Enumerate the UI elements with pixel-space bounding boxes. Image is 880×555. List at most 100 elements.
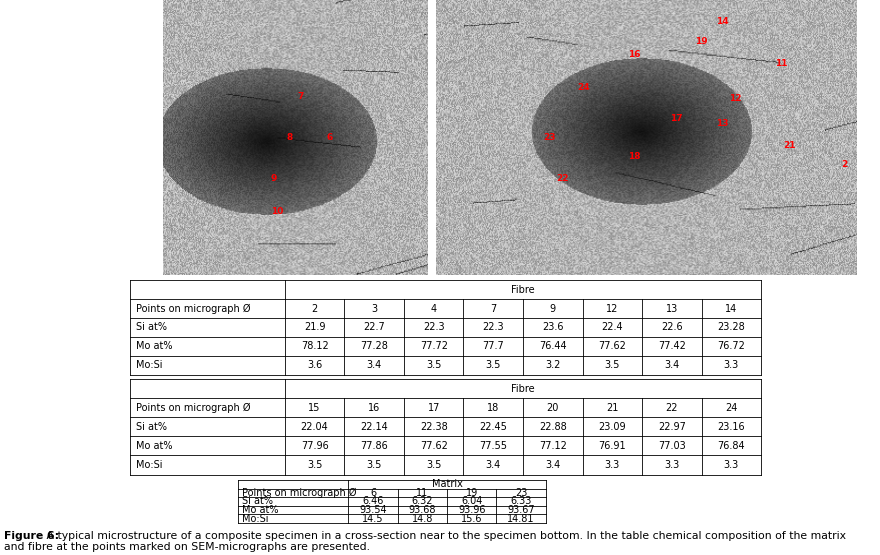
- Text: 24: 24: [577, 83, 590, 93]
- Text: 3.3: 3.3: [724, 360, 739, 370]
- Text: Points on micrograph Ø: Points on micrograph Ø: [136, 402, 251, 413]
- Text: 78.12: 78.12: [301, 341, 328, 351]
- Text: 6.32: 6.32: [412, 496, 433, 507]
- Text: 17: 17: [670, 114, 683, 123]
- Text: 22.7: 22.7: [363, 322, 385, 332]
- Text: 2: 2: [312, 304, 318, 314]
- Text: 6: 6: [370, 488, 376, 498]
- Text: 22.3: 22.3: [482, 322, 504, 332]
- Text: 4: 4: [430, 304, 436, 314]
- Text: Mo at%: Mo at%: [136, 341, 173, 351]
- Text: Points on micrograph Ø: Points on micrograph Ø: [242, 488, 356, 498]
- Text: 76.72: 76.72: [717, 341, 745, 351]
- Text: 7: 7: [490, 304, 496, 314]
- Text: 22.97: 22.97: [658, 422, 686, 432]
- Text: 3.3: 3.3: [605, 460, 620, 470]
- Text: 16: 16: [627, 51, 641, 59]
- Text: 23: 23: [515, 488, 527, 498]
- Text: 12: 12: [606, 304, 619, 314]
- Text: 23.28: 23.28: [717, 322, 745, 332]
- Text: 3.4: 3.4: [367, 360, 382, 370]
- Text: 11: 11: [775, 59, 788, 68]
- Text: 14: 14: [716, 17, 729, 27]
- Text: 23: 23: [544, 133, 556, 142]
- Text: Mo:Si: Mo:Si: [136, 460, 163, 470]
- Text: Mo:Si: Mo:Si: [136, 360, 163, 370]
- Text: 3.3: 3.3: [724, 460, 739, 470]
- Text: Matrix: Matrix: [431, 480, 463, 490]
- Text: 19: 19: [695, 37, 708, 46]
- Text: 8: 8: [287, 133, 293, 142]
- Text: 22: 22: [665, 403, 678, 413]
- Text: 22.3: 22.3: [423, 322, 444, 332]
- Text: 77.12: 77.12: [539, 441, 567, 451]
- Text: 9: 9: [271, 174, 277, 183]
- Text: 22.14: 22.14: [360, 422, 388, 432]
- Text: 14.8: 14.8: [412, 513, 433, 523]
- Text: 23.6: 23.6: [542, 322, 563, 332]
- Text: Points on micrograph Ø: Points on micrograph Ø: [136, 304, 251, 314]
- Text: 77.86: 77.86: [360, 441, 388, 451]
- Text: 77.55: 77.55: [480, 441, 507, 451]
- Text: 93.67: 93.67: [507, 505, 535, 515]
- Text: 2: 2: [841, 160, 847, 169]
- Text: 6.04: 6.04: [461, 496, 482, 507]
- Text: 77.28: 77.28: [360, 341, 388, 351]
- Text: 23.16: 23.16: [717, 422, 745, 432]
- Text: Si at%: Si at%: [136, 322, 167, 332]
- Text: 23.09: 23.09: [598, 422, 627, 432]
- Text: 3.4: 3.4: [546, 460, 561, 470]
- Text: 9: 9: [550, 304, 556, 314]
- Text: 6.46: 6.46: [363, 496, 384, 507]
- Text: 3: 3: [371, 304, 378, 314]
- Text: 24: 24: [725, 403, 737, 413]
- Text: 93.96: 93.96: [458, 505, 486, 515]
- Text: 3.4: 3.4: [664, 360, 679, 370]
- Text: 76.84: 76.84: [717, 441, 745, 451]
- Text: 3.5: 3.5: [605, 360, 620, 370]
- Text: 22.88: 22.88: [539, 422, 567, 432]
- Text: 22.6: 22.6: [661, 322, 683, 332]
- Text: 20: 20: [546, 403, 559, 413]
- Text: 3.5: 3.5: [426, 360, 442, 370]
- Text: 77.72: 77.72: [420, 341, 448, 351]
- Text: 3.5: 3.5: [366, 460, 382, 470]
- Text: 14.81: 14.81: [507, 513, 535, 523]
- Text: Mo at%: Mo at%: [136, 441, 173, 451]
- Text: 93.68: 93.68: [408, 505, 436, 515]
- Text: 19: 19: [466, 488, 478, 498]
- Text: 77.7: 77.7: [482, 341, 504, 351]
- Text: 12: 12: [729, 94, 741, 103]
- Text: 22.4: 22.4: [602, 322, 623, 332]
- Text: 3.5: 3.5: [307, 460, 322, 470]
- Text: 77.03: 77.03: [658, 441, 686, 451]
- Text: Fibre: Fibre: [511, 285, 535, 295]
- Text: 22: 22: [556, 174, 568, 183]
- Text: 10: 10: [270, 207, 283, 216]
- Text: 6: 6: [326, 133, 333, 142]
- Text: Mo at%: Mo at%: [242, 505, 279, 515]
- Text: 77.62: 77.62: [420, 441, 448, 451]
- Text: 3.5: 3.5: [426, 460, 442, 470]
- Text: 18: 18: [488, 403, 499, 413]
- Text: 22.45: 22.45: [480, 422, 507, 432]
- Text: 76.44: 76.44: [539, 341, 567, 351]
- Text: 93.54: 93.54: [359, 505, 387, 515]
- Text: 6.33: 6.33: [510, 496, 532, 507]
- Text: 3.6: 3.6: [307, 360, 322, 370]
- Text: 21.9: 21.9: [304, 322, 326, 332]
- Text: 3.4: 3.4: [486, 460, 501, 470]
- Text: 15: 15: [308, 403, 321, 413]
- Text: 16: 16: [368, 403, 380, 413]
- Text: and fibre at the points marked on SEM-micrographs are presented.: and fibre at the points marked on SEM-mi…: [4, 542, 370, 552]
- Text: 13: 13: [666, 304, 678, 314]
- Text: 13: 13: [716, 119, 729, 128]
- Text: 76.91: 76.91: [598, 441, 627, 451]
- Text: 14.5: 14.5: [363, 513, 384, 523]
- Text: 3.2: 3.2: [545, 360, 561, 370]
- Text: 77.62: 77.62: [598, 341, 627, 351]
- Text: 3.5: 3.5: [486, 360, 501, 370]
- Text: 3.3: 3.3: [664, 460, 679, 470]
- Text: 14: 14: [725, 304, 737, 314]
- Text: Mo:Si: Mo:Si: [242, 513, 268, 523]
